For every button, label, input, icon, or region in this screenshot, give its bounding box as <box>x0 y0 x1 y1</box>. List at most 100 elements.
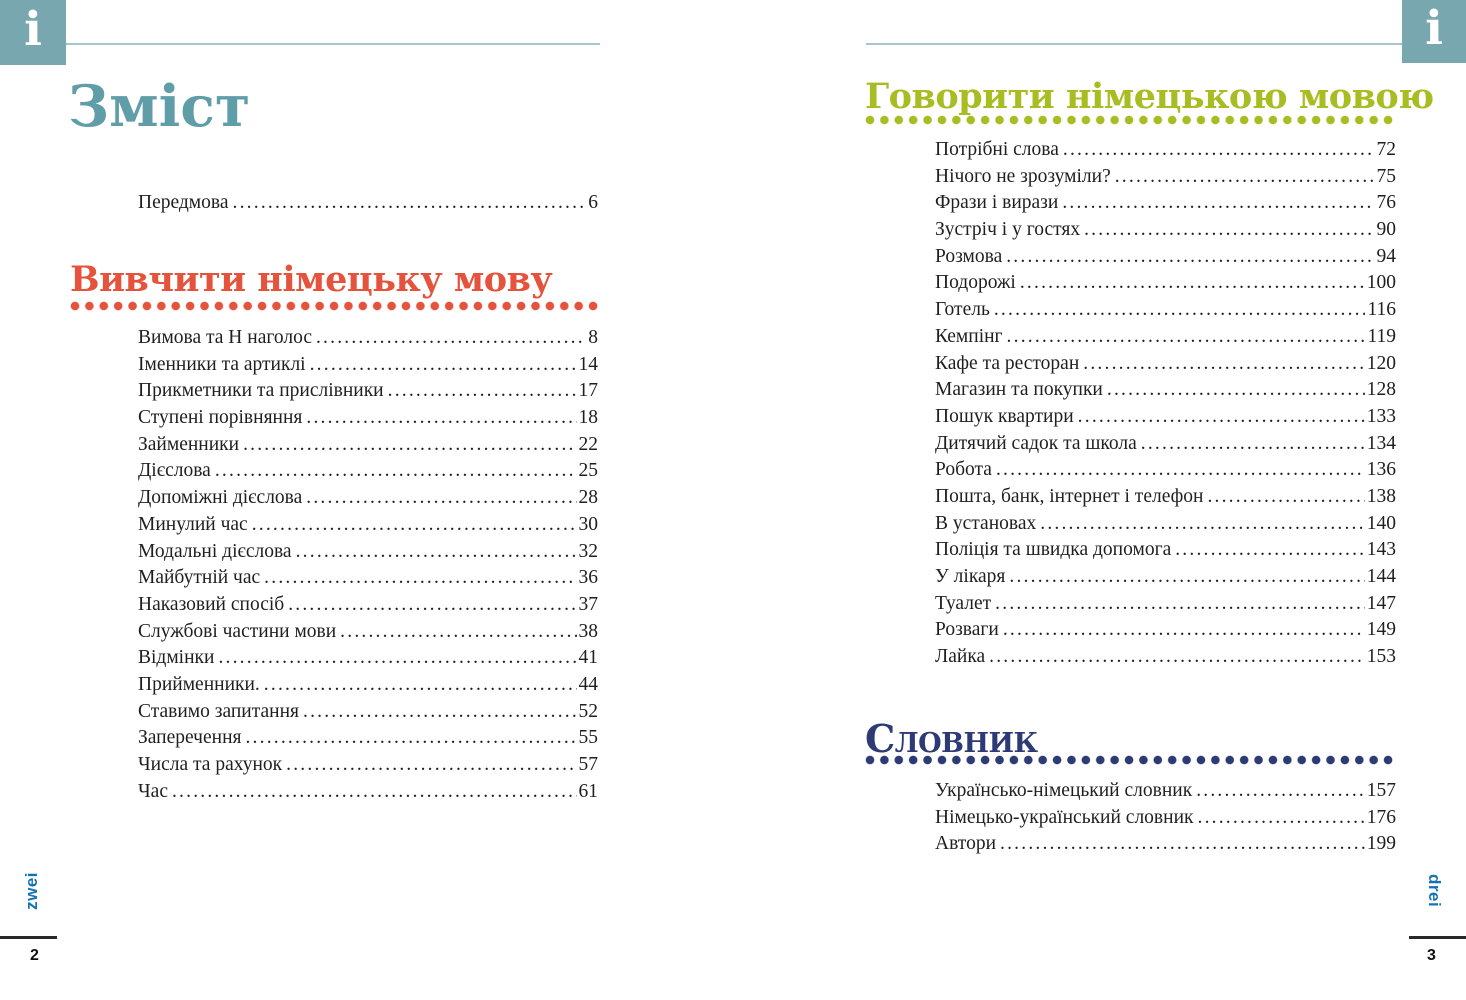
dot-leader: ........................................… <box>1006 325 1366 347</box>
toc-entry-label: Модальні дієслова <box>138 540 292 562</box>
footer-word-right: drei <box>1425 874 1444 908</box>
dot-leader: ........................................… <box>1197 806 1365 828</box>
dot-leader: ........................................… <box>214 460 577 482</box>
dot-leader: ........................................… <box>340 620 577 642</box>
toc-row: Службові частини мови ..................… <box>138 619 598 646</box>
toc-entry-label: Українсько-німецький словник <box>935 780 1193 801</box>
toc-entry-page: 133 <box>1366 405 1396 427</box>
toc-row: Дієслова ...............................… <box>138 458 598 485</box>
footer-rule-left <box>0 936 57 939</box>
toc-row: Час ....................................… <box>138 779 598 806</box>
toc-entry-page: 61 <box>578 780 599 802</box>
toc-row: Поліція та швидка допомога .............… <box>935 537 1396 564</box>
dot-leader: ........................................… <box>989 646 1365 668</box>
dot-leader: ........................................… <box>251 513 577 535</box>
toc-entry-label: Пошук квартири <box>935 405 1074 427</box>
info-tab-right: i <box>1402 0 1466 63</box>
dot-leader: ........................................… <box>303 700 577 722</box>
toc-row: Фрази і вирази .........................… <box>935 190 1396 217</box>
footer-word-left: zwei <box>22 872 41 910</box>
toc-entry-label: Вимова та Н наголос <box>138 327 312 348</box>
toc-entry-label: Фрази і вирази <box>935 192 1059 214</box>
info-icon: i <box>24 2 42 57</box>
toc-entry-label: В установах <box>935 512 1037 534</box>
toc-entry-page: 100 <box>1366 272 1396 294</box>
toc-row: Передмова ..............................… <box>138 190 598 217</box>
toc-entry-page: 134 <box>1366 432 1396 454</box>
header-rule-left <box>66 43 600 45</box>
toc-entry-page: 44 <box>578 673 599 695</box>
toc-entry-label: Наказовий спосіб <box>138 593 285 615</box>
dot-leader: ........................................… <box>264 567 576 589</box>
toc-entry-page: 14 <box>578 353 599 375</box>
toc-entry-page: 119 <box>1367 325 1396 347</box>
footer-rule-right <box>1409 936 1466 939</box>
toc-entry-page: 30 <box>578 513 599 535</box>
toc-entry-page: 128 <box>1366 379 1396 401</box>
dot-leader: ........................................… <box>1114 165 1375 187</box>
section-heading-speak-german: Говорити німецькою мовою <box>865 76 1434 117</box>
toc-entry-label: Числа та рахунок <box>138 754 283 775</box>
toc-entry-label: Майбутній час <box>138 567 261 589</box>
toc-entry-page: 94 <box>1376 245 1397 267</box>
toc-row: Заперечення ............................… <box>138 725 598 752</box>
toc-entry-label: Дитячий садок та школа <box>935 432 1137 454</box>
toc-row: Кемпінг ................................… <box>935 324 1396 351</box>
toc-row: Відмінки ...............................… <box>138 645 598 672</box>
toc-row: Лайка ..................................… <box>935 644 1396 671</box>
dot-leader: ........................................… <box>288 593 577 615</box>
toc-row: Німецько-український словник ...........… <box>935 805 1396 832</box>
dot-leader: ........................................… <box>1084 219 1375 241</box>
toc-entry-label: Передмова <box>138 192 229 213</box>
toc-row: Пошук квартири .........................… <box>935 404 1396 431</box>
toc-row: Прикметники та прислівники .............… <box>138 378 598 405</box>
toc-entry-label: Кемпінг <box>935 325 1003 347</box>
toc-entry-label: Допоміжні дієслова <box>138 487 303 509</box>
toc-row: Займенники .............................… <box>138 432 598 459</box>
dot-leader: ........................................… <box>306 407 576 429</box>
toc-entry-label: Розмова <box>935 245 1003 267</box>
toc-row: Дитячий садок та школа .................… <box>935 431 1396 458</box>
toc-row: Розмова ................................… <box>935 244 1396 271</box>
contents-title: Зміст <box>68 73 251 140</box>
dot-leader: ........................................… <box>309 353 577 375</box>
toc-row: Зустріч і у гостях .....................… <box>935 217 1396 244</box>
toc-row: Потрібні слова .........................… <box>935 137 1396 164</box>
toc-entry-label: Дієслова <box>138 460 211 482</box>
dot-leader: ........................................… <box>1009 566 1364 587</box>
toc-entry-page: 18 <box>578 407 599 429</box>
toc-row: Іменники та артиклі ....................… <box>138 352 598 379</box>
toc-entry-label: Лайка <box>935 646 986 668</box>
page-number-left: 2 <box>30 947 39 964</box>
toc-entry-page: 143 <box>1366 539 1396 561</box>
toc-list-learn-german: Вимова та Н наголос ....................… <box>138 325 598 805</box>
toc-entry-page: 147 <box>1366 592 1396 614</box>
page-number-right: 3 <box>1427 947 1436 964</box>
toc-entry-label: Відмінки <box>138 647 215 669</box>
dot-leader: ........................................… <box>1140 432 1365 454</box>
toc-list-dictionary: Українсько-німецький словник ...........… <box>935 778 1396 858</box>
info-icon: i <box>1425 1 1443 56</box>
toc-entry-page: 144 <box>1366 566 1396 587</box>
toc-entry-label: Готель <box>935 299 990 321</box>
toc-entry-label: У лікаря <box>935 566 1006 587</box>
header-rule-right <box>866 43 1402 45</box>
toc-list-speak-german: Потрібні слова .........................… <box>935 137 1396 671</box>
toc-entry-page: 57 <box>578 754 599 775</box>
toc-entry-label: Іменники та артиклі <box>138 353 306 375</box>
dotted-underline-orange <box>70 301 601 311</box>
toc-entry-page: 138 <box>1366 485 1396 507</box>
dot-leader: ........................................… <box>1083 352 1364 374</box>
section-heading-dictionary: Словник <box>865 716 1038 761</box>
toc-row: Минулий час ............................… <box>138 512 598 539</box>
toc-entry-page: 38 <box>578 620 599 642</box>
dot-leader: ........................................… <box>1106 379 1365 401</box>
dot-leader: ........................................… <box>286 754 577 775</box>
toc-row: Числа та рахунок .......................… <box>138 752 598 779</box>
toc-entry-page: 17 <box>578 380 599 402</box>
toc-row: Робота .................................… <box>935 457 1396 484</box>
toc-entry-page: 6 <box>588 192 598 213</box>
toc-entry-label: Ставимо запитання <box>138 700 299 722</box>
toc-entry-label: Ступені порівняння <box>138 407 303 429</box>
toc-entry-label: Зустріч і у гостях <box>935 219 1081 241</box>
